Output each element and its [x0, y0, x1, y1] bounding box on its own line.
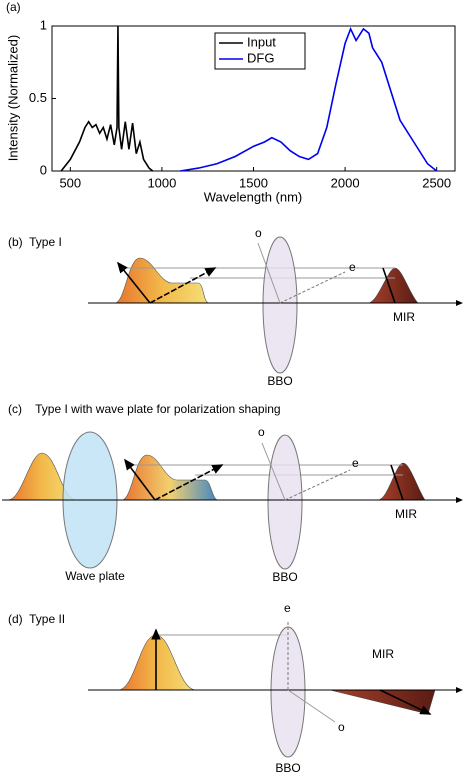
panel-label: (d) Type II	[8, 612, 65, 626]
e-label: e	[284, 601, 291, 615]
bbo-label: BBO	[272, 570, 297, 584]
x-axis-label: Wavelength (nm)	[204, 189, 303, 204]
panel-label: (c) Type I with wave plate for polarizat…	[8, 402, 281, 416]
panel-d: (d) Type II e o MIR BBO	[8, 601, 463, 775]
x-tick-label: 500	[59, 175, 81, 190]
pulse	[117, 634, 197, 691]
mir-pulse	[329, 689, 436, 715]
panel-label: (b) Type I	[8, 235, 62, 249]
mir-label: MIR	[372, 647, 394, 661]
bbo-label: BBO	[267, 374, 292, 388]
e-label: e	[352, 456, 359, 470]
y-tick-label: 0.5	[29, 90, 47, 105]
x-tick-label: 2500	[422, 175, 451, 190]
mir-pulse	[377, 462, 426, 501]
plate-label: Wave plate	[65, 569, 125, 583]
pulse	[121, 454, 219, 501]
legend-box	[214, 32, 306, 70]
bbo-crystal	[270, 626, 306, 758]
panel-label: (a)	[6, 0, 21, 14]
bbo-crystal	[262, 236, 298, 374]
o-label: o	[255, 226, 262, 240]
x-tick-label: 1500	[239, 175, 268, 190]
e-label: e	[349, 260, 356, 274]
bbo-crystal	[267, 434, 303, 570]
series-line	[180, 26, 438, 172]
o-label: o	[258, 425, 265, 439]
legend-label: Input	[247, 34, 276, 49]
series-line	[60, 25, 154, 172]
y-tick-label: 0	[40, 162, 47, 177]
mir-label: MIR	[393, 310, 415, 324]
pulse	[114, 257, 210, 304]
x-tick-label: 2000	[331, 175, 360, 190]
bbo-label: BBO	[275, 761, 300, 775]
legend-label: DFG	[247, 50, 274, 65]
o-label: o	[338, 720, 345, 734]
y-axis-label: Intensity (Normalized)	[5, 35, 20, 161]
x-tick-label: 1000	[147, 175, 176, 190]
mir-pulse	[367, 267, 419, 304]
mir-label: MIR	[395, 507, 417, 521]
panel-b: (b) Type I o e MIR BBO	[8, 226, 463, 388]
y-tick-label: 1	[40, 17, 47, 32]
panel-c: (c) Type I with wave plate for polarizat…	[2, 402, 463, 584]
